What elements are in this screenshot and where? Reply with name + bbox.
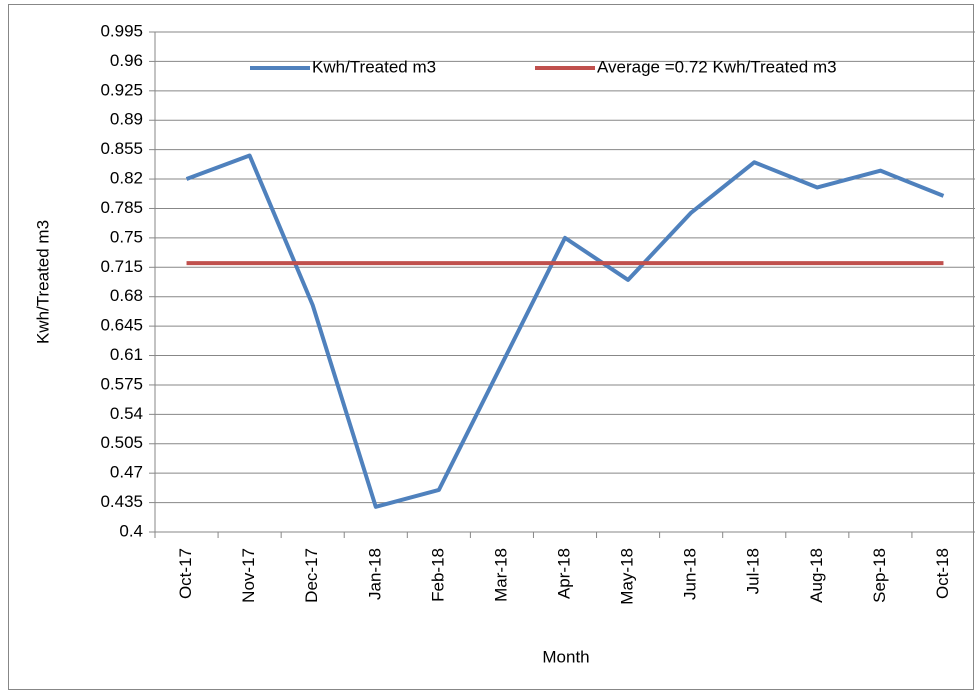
x-tick-label: Dec-17 [302, 548, 321, 603]
y-tick-label: 0.82 [110, 169, 143, 188]
legend-label: Kwh/Treated m3 [312, 57, 436, 76]
y-tick-label: 0.68 [110, 286, 143, 305]
x-tick-label: Jun-18 [681, 548, 700, 600]
y-tick-label: 0.61 [110, 345, 143, 364]
y-tick-label: 0.89 [110, 110, 143, 129]
y-tick-label: 0.54 [110, 404, 143, 423]
y-tick-label: 0.75 [110, 227, 143, 246]
x-tick-label: Sep-18 [870, 548, 889, 603]
x-tick-label: Oct-18 [933, 548, 952, 599]
y-tick-label: 0.645 [100, 316, 143, 335]
y-tick-label: 0.995 [100, 21, 143, 40]
x-tick-label: Jul-18 [744, 548, 763, 594]
legend-label: Average =0.72 Kwh/Treated m3 [597, 57, 837, 76]
y-tick-label: 0.505 [100, 433, 143, 452]
x-tick-label: Oct-17 [176, 548, 195, 599]
x-axis-title: Month [542, 647, 589, 666]
x-tick-label: Feb-18 [428, 548, 447, 602]
x-tick-label: Nov-17 [239, 548, 258, 603]
y-tick-label: 0.855 [100, 139, 143, 158]
x-tick-label: Apr-18 [554, 548, 573, 599]
y-tick-label: 0.96 [110, 51, 143, 70]
x-tick-label: Jan-18 [365, 548, 384, 600]
y-tick-label: 0.435 [100, 492, 143, 511]
y-tick-label: 0.785 [100, 198, 143, 217]
chart-border [8, 4, 974, 690]
y-tick-label: 0.575 [100, 374, 143, 393]
series-line [185, 153, 945, 509]
x-tick-label: May-18 [618, 548, 637, 605]
y-axis-title: Kwh/Treated m3 [33, 220, 52, 344]
y-tick-label: 0.4 [119, 521, 143, 540]
y-tick-label: 0.925 [100, 80, 143, 99]
x-tick-label: Mar-18 [491, 548, 510, 602]
y-tick-label: 0.47 [110, 463, 143, 482]
x-tick-label: Aug-18 [807, 548, 826, 603]
y-tick-label: 0.715 [100, 257, 143, 276]
